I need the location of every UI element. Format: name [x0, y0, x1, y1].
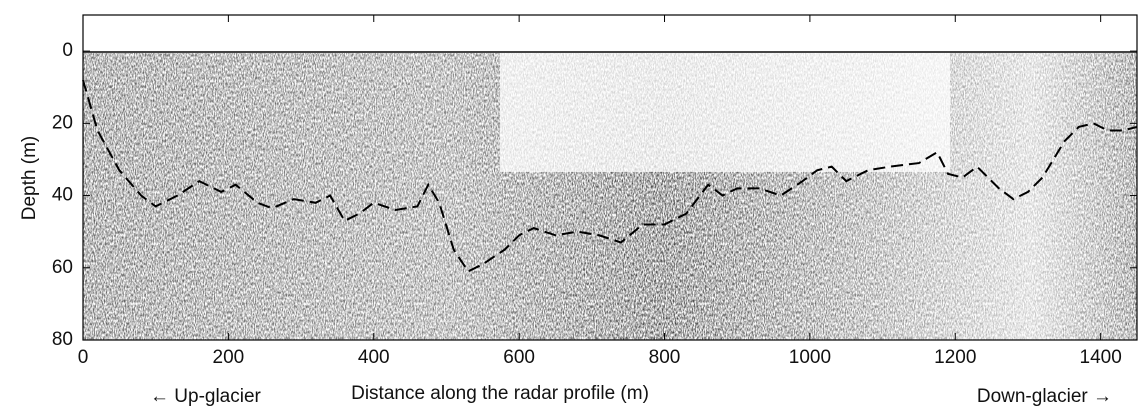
x-tick-label: 200	[213, 347, 245, 368]
y-tick-label: 20	[52, 112, 73, 133]
x-tick-label: 1400	[1080, 347, 1122, 368]
x-tick-label: 400	[358, 347, 390, 368]
y-tick-label: 40	[52, 185, 73, 206]
y-tick-label: 0	[62, 40, 73, 61]
x-tick-label: 0	[78, 347, 89, 368]
y-axis-label: Depth (m)	[19, 136, 40, 220]
x-axis-label: Distance along the radar profile (m)	[351, 383, 649, 404]
x-tick-label: 600	[503, 347, 535, 368]
plot-frame	[82, 14, 1138, 341]
x-tick-label: 1200	[934, 347, 976, 368]
y-tick-label: 80	[52, 329, 73, 350]
x-tick-label: 800	[649, 347, 681, 368]
depth-line	[82, 79, 1138, 273]
radargram	[83, 51, 1137, 340]
x-tick-label: 1000	[789, 347, 831, 368]
y-tick-label: 60	[52, 257, 73, 278]
annotation: ← Up-glacier	[150, 386, 262, 407]
annotation: Down-glacier →	[977, 386, 1112, 407]
